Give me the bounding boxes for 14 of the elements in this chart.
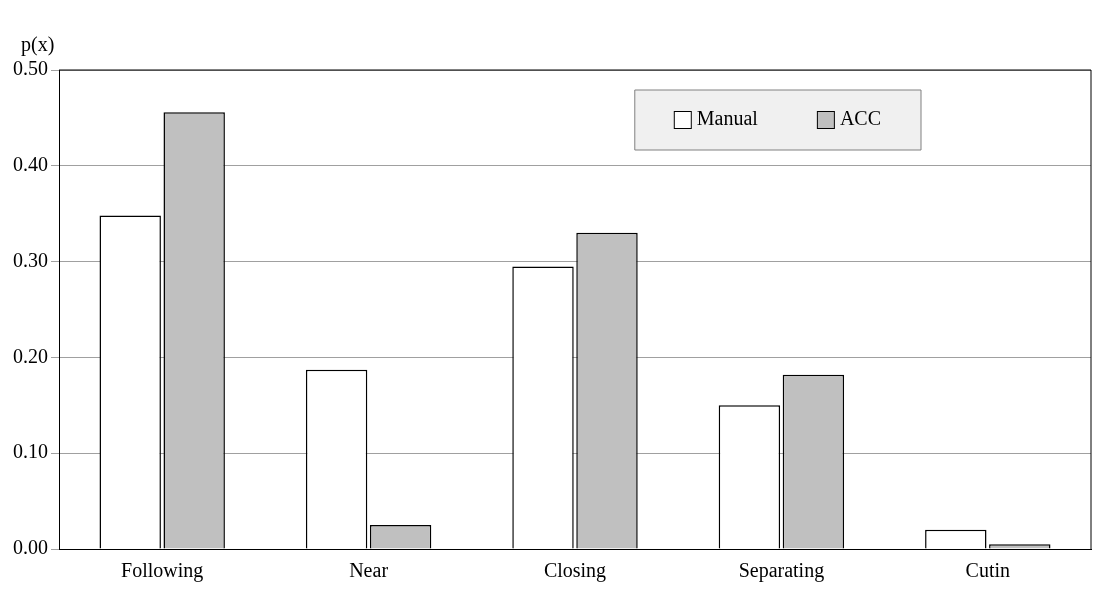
y-tick-label: 0.30 (13, 248, 48, 271)
y-axis-title: p(x) (21, 33, 55, 57)
y-tick-label: 0.10 (13, 440, 48, 463)
legend-label: ACC (839, 107, 881, 130)
x-tick-label: Closing (543, 559, 607, 583)
x-tick-label: Following (121, 559, 204, 583)
y-tick-label: 0.50 (13, 57, 48, 80)
x-tick-label: Separating (738, 559, 825, 583)
x-tick-label: Near (349, 559, 389, 582)
x-tick-label: Cutin (965, 559, 1011, 582)
y-tick-label: 0.40 (13, 153, 48, 176)
y-tick-label: 0.20 (13, 344, 48, 367)
legend-label: Manual (696, 107, 759, 130)
y-tick-label: 0.00 (13, 536, 48, 559)
